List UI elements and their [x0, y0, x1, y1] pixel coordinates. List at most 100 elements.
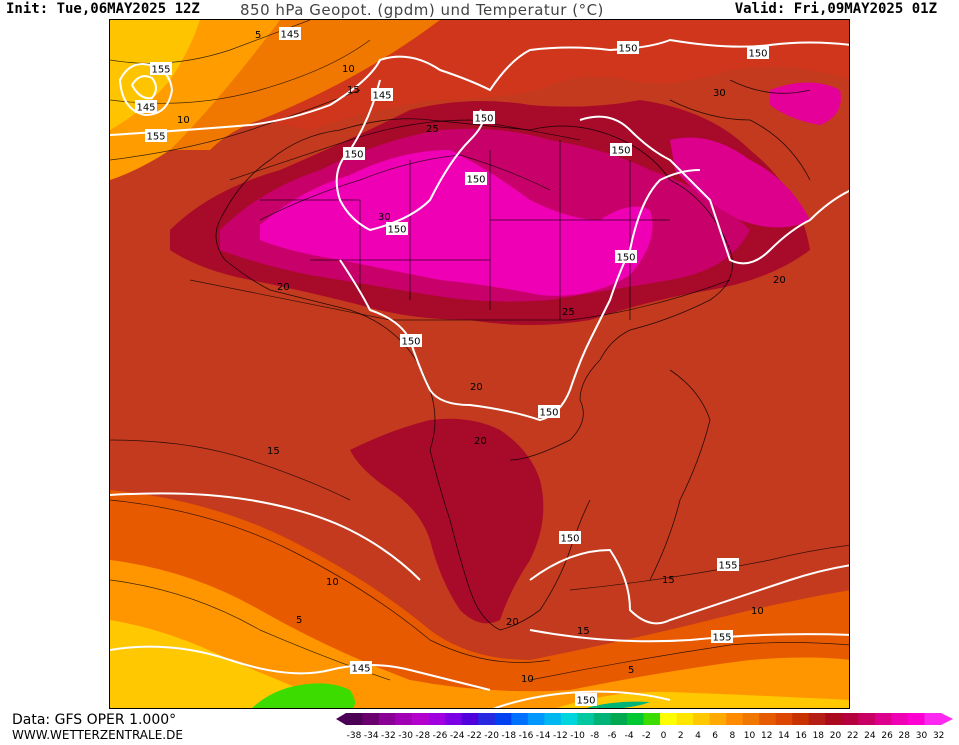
colorbar-swatch [808, 713, 826, 725]
colorbar-swatch [362, 713, 380, 725]
colorbar-tick-label: -16 [519, 731, 534, 741]
geopotential-label: 155 [717, 558, 739, 572]
temperature-label: 15 [347, 85, 360, 96]
temperature-label: 25 [562, 307, 575, 318]
colorbar-swatch [511, 713, 529, 725]
colorbar-tick-label: 18 [813, 731, 825, 741]
colorbar-tick-label: -20 [484, 731, 499, 741]
colorbar-swatch [560, 713, 578, 725]
colorbar-swatch [527, 713, 545, 725]
colorbar-tick-label: 20 [830, 731, 842, 741]
svg-text:145: 145 [280, 30, 299, 41]
colorbar-tick-label: 28 [899, 731, 911, 741]
temperature-label: 5 [628, 665, 634, 676]
colorbar-swatch [494, 713, 512, 725]
temperature-field-arabia-hot [670, 137, 810, 228]
colorbar-swatch [626, 713, 644, 725]
colorbar-tick-label: -10 [570, 731, 585, 741]
colorbar-swatch [428, 713, 446, 725]
colorbar-tick-label: 6 [712, 731, 718, 741]
colorbar-tick-label: -2 [642, 731, 651, 741]
colorbar-swatch [907, 713, 925, 725]
svg-text:150: 150 [560, 534, 579, 545]
colorbar-tick-label: -6 [607, 731, 616, 741]
colorbar-tick-label: 4 [695, 731, 701, 741]
colorbar-swatch [445, 713, 462, 725]
data-source: Data: GFS OPER 1.000° [12, 712, 177, 728]
colorbar-tick-label: 10 [744, 731, 756, 741]
colorbar-tick-label: -34 [364, 731, 379, 741]
temperature-label: 20 [470, 382, 483, 393]
temperature-label: 20 [506, 617, 519, 628]
temperature-label: 20 [773, 275, 786, 286]
svg-text:150: 150 [576, 696, 595, 707]
colorbar-swatch [577, 713, 595, 725]
colorbar-swatch [610, 713, 628, 725]
valid-time: Valid: Fri,09MAY2025 01Z [734, 1, 937, 17]
colorbar-swatch [395, 713, 413, 725]
temperature-label: 10 [177, 115, 190, 126]
colorbar-swatch [792, 713, 810, 725]
temperature-label: 25 [426, 124, 439, 135]
colorbar-tick-label: 16 [795, 731, 807, 741]
colorbar-min-arrow [336, 713, 346, 725]
colorbar-swatch [709, 713, 727, 725]
temperature-label-layer: 5 10 15 10 25 30 30 25 20 20 20 20 15 10 5 20 15 15 10 10 5 [177, 30, 786, 685]
svg-text:145: 145 [351, 664, 370, 675]
colorbar-swatch [676, 713, 694, 725]
website[interactable]: WWW.WETTERZENTRALE.DE [12, 728, 183, 742]
colorbar-tick-label: 32 [933, 731, 944, 741]
geopotential-label: 155 [150, 62, 172, 76]
temperature-field-south-africa-hot [350, 418, 544, 624]
geopotential-label: 150 [465, 172, 487, 186]
colorbar-tick-label: 26 [881, 731, 893, 741]
svg-text:155: 155 [146, 132, 165, 143]
colorbar-tick-label: 8 [729, 731, 735, 741]
temperature-contours [110, 20, 849, 681]
geopotential-label: 150 [615, 250, 637, 264]
colorbar-tick-label: 24 [864, 731, 876, 741]
temperature-label: 10 [342, 64, 355, 75]
colorbar-tick-label: -22 [467, 731, 482, 741]
colorbar-swatch [874, 713, 892, 725]
colorbar-tick-label: -38 [347, 731, 362, 741]
colorbar-tick-label: -8 [590, 731, 599, 741]
colorbar-tick-label: 30 [916, 731, 928, 741]
colorbar-tick-label: 22 [847, 731, 858, 741]
geopotential-label: 150 [617, 41, 639, 55]
geopotential-label: 150 [610, 143, 632, 157]
svg-text:155: 155 [151, 65, 170, 76]
svg-text:155: 155 [712, 633, 731, 644]
chart-title: 850 hPa Geopot. (gpdm) und Temperatur (°… [240, 1, 604, 19]
colorbar-tick-label: -30 [398, 731, 413, 741]
temperature-field-cold-pocket-east [586, 701, 650, 708]
colorbar-tick-label: -12 [553, 731, 568, 741]
geopotential-label-layer: 145 145 145 150 150 150 150 150 150 150 150 150 150 1… [135, 27, 769, 707]
colorbar-swatch [759, 713, 777, 725]
colorbar-swatch [825, 713, 843, 725]
colorbar-swatch [693, 713, 710, 725]
geopotential-label: 145 [279, 27, 301, 41]
svg-text:150: 150 [748, 49, 767, 60]
geopotential-label: 155 [711, 630, 733, 644]
colorbar-tick-label: -32 [381, 731, 396, 741]
colorbar: -38 -34 -32 -30 -28 -26 -24 -22 -20 -18 -16 -14 -12-… [336, 712, 958, 741]
colorbar-swatch [478, 713, 496, 725]
geopotential-label: 150 [538, 405, 560, 419]
temperature-label: 10 [751, 606, 764, 617]
temperature-field-sahara-hottest [260, 150, 653, 296]
svg-text:155: 155 [718, 561, 737, 572]
geopotential-label: 150 [400, 334, 422, 348]
colorbar-tick-label: -18 [501, 731, 516, 741]
svg-text:150: 150 [401, 337, 420, 348]
temperature-label: 10 [521, 674, 534, 685]
colorbar-swatch [544, 713, 562, 725]
svg-text:150: 150 [387, 225, 406, 236]
colorbar-swatch [379, 713, 396, 725]
svg-text:145: 145 [136, 103, 155, 114]
colorbar-tick-label: -24 [450, 731, 465, 741]
colorbar-swatch [643, 713, 661, 725]
colorbar-swatch [924, 713, 942, 725]
geopotential-label: 150 [343, 147, 365, 161]
geopotential-label: 150 [747, 46, 769, 60]
